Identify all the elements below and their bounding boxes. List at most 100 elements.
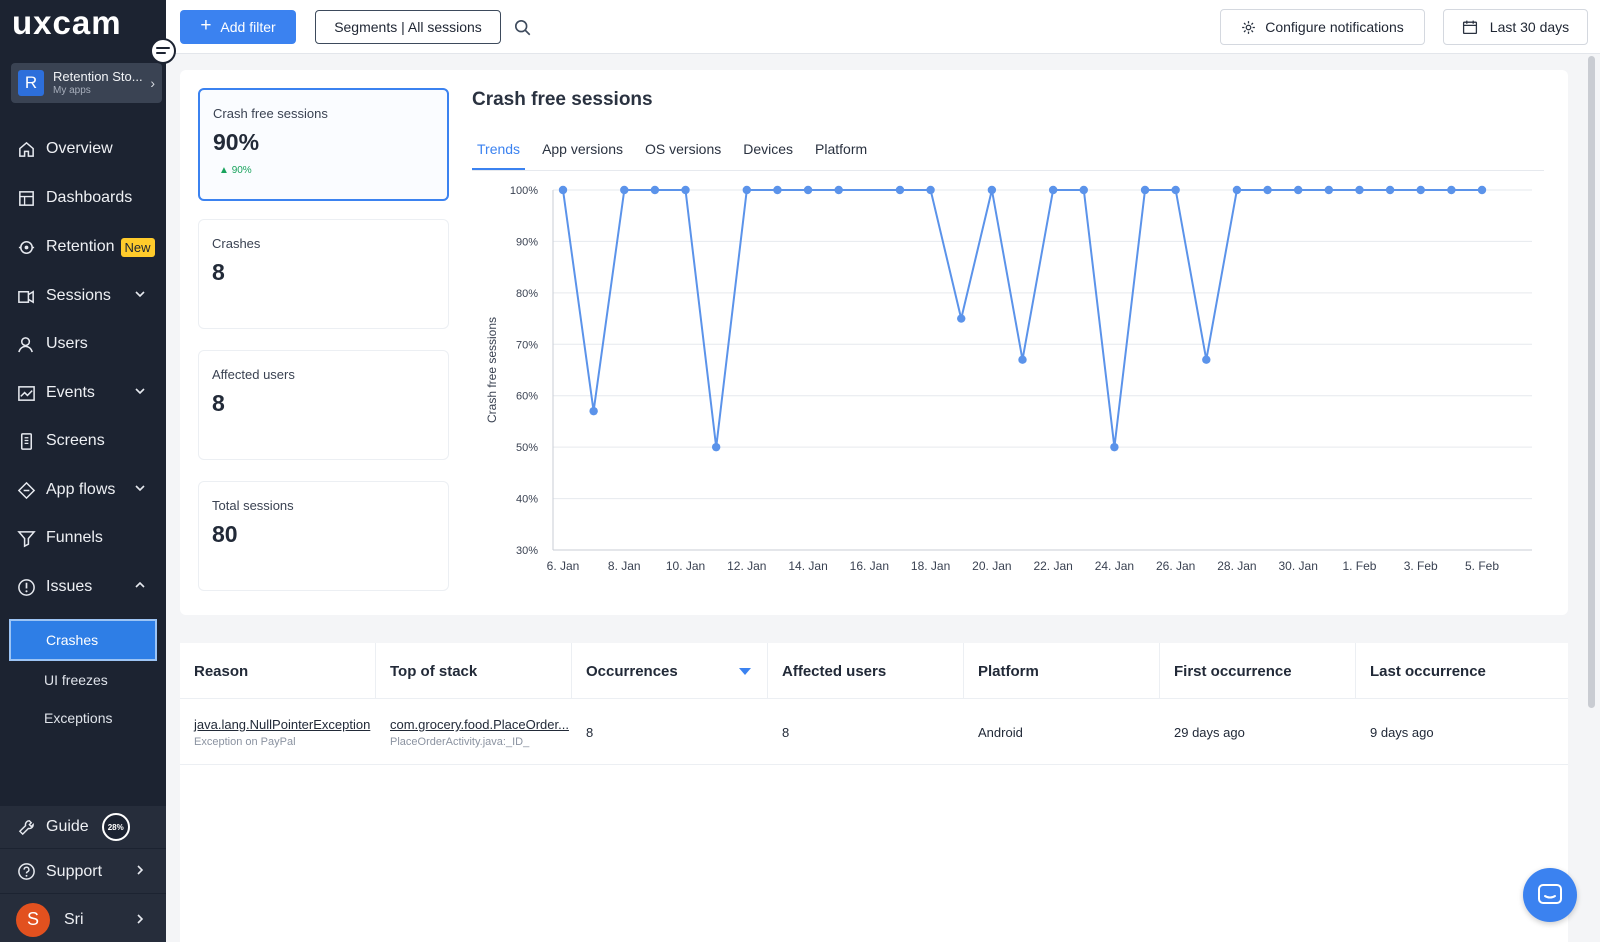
sidebar-item-issues[interactable]: Issues xyxy=(0,567,166,607)
sidebar-item-label: Dashboards xyxy=(46,189,133,206)
tab-platform[interactable]: Platform xyxy=(815,141,868,157)
column-header-reason[interactable]: Reason xyxy=(180,643,376,699)
sidebar-item-label: Support xyxy=(46,862,103,880)
sidebar-subitem-crashes[interactable]: Crashes xyxy=(9,619,157,661)
sidebar-item-user[interactable]: S Sri xyxy=(0,897,166,942)
sidebar-item-events[interactable]: Events xyxy=(0,373,166,413)
tab-app-versions[interactable]: App versions xyxy=(542,141,623,157)
stat-card-affected-users[interactable]: Affected users 8 xyxy=(198,350,449,460)
sidebar-item-funnels[interactable]: Funnels xyxy=(0,518,166,558)
home-icon xyxy=(19,141,34,157)
stat-value: 8 xyxy=(212,390,225,416)
data-point xyxy=(1140,185,1150,195)
sidebar-item-overview[interactable]: Overview xyxy=(0,129,166,169)
reason-link[interactable]: java.lang.NullPointerException xyxy=(194,717,371,732)
page-scrollbar[interactable] xyxy=(1588,56,1595,708)
sidebar-item-dashboards[interactable]: Dashboards xyxy=(0,178,166,218)
sidebar-item-app-flows[interactable]: App flows xyxy=(0,470,166,510)
tab-devices[interactable]: Devices xyxy=(743,141,794,157)
data-point xyxy=(589,406,598,416)
stat-card-crashes[interactable]: Crashes 8 xyxy=(198,219,449,329)
column-header-occurrences[interactable]: Occurrences xyxy=(572,643,768,699)
data-point xyxy=(803,185,813,195)
data-point xyxy=(1324,185,1334,195)
x-tick-label: 5. Feb xyxy=(1465,559,1499,573)
stat-label: Crashes xyxy=(212,236,261,251)
x-tick-label: 28. Jan xyxy=(1217,559,1256,573)
y-axis-label: Crash free sessions xyxy=(485,317,499,423)
x-tick-label: 30. Jan xyxy=(1279,559,1318,573)
cell-top-of-stack: com.grocery.food.PlaceOrder... PlaceOrde… xyxy=(376,700,572,765)
tab-os-versions[interactable]: OS versions xyxy=(645,141,722,157)
tab-trends[interactable]: Trends xyxy=(472,142,526,170)
x-tick-label: 20. Jan xyxy=(972,559,1011,573)
crashes-table: Reason Top of stack Occurrences Affected… xyxy=(180,643,1568,942)
segments-button[interactable]: Segments | All sessions xyxy=(315,10,501,44)
sidebar-subitem-exceptions[interactable]: Exceptions xyxy=(44,710,113,726)
column-header-first-occurrence[interactable]: First occurrence xyxy=(1160,643,1356,699)
data-point xyxy=(620,185,629,195)
sidebar-item-users[interactable]: Users xyxy=(0,324,166,364)
sidebar-item-support[interactable]: Support xyxy=(0,850,166,894)
x-tick-label: 12. Jan xyxy=(727,559,766,573)
date-range-picker[interactable]: Last 30 days xyxy=(1443,9,1588,45)
data-point xyxy=(1416,185,1425,195)
x-tick-label: 14. Jan xyxy=(788,559,827,573)
chart-title: Crash free sessions xyxy=(472,89,653,110)
y-tick-label: 100% xyxy=(510,185,538,197)
data-point xyxy=(1079,185,1088,195)
sidebar-subitem-ui-freezes[interactable]: UI freezes xyxy=(44,672,108,688)
plus-icon: + xyxy=(200,15,212,36)
stat-card-total-sessions[interactable]: Total sessions 80 xyxy=(198,481,449,591)
app-name: Retention Sto... xyxy=(53,70,143,85)
x-tick-label: 1. Feb xyxy=(1342,559,1376,573)
app-switcher[interactable]: R Retention Sto... My apps › xyxy=(11,63,162,103)
y-tick-label: 60% xyxy=(516,391,538,403)
collapse-sidebar-button[interactable] xyxy=(150,38,176,64)
uxcam-logo[interactable]: uxcam xyxy=(12,6,152,42)
stat-card-crash-free-sessions[interactable]: Crash free sessions 90% ▲ 90% xyxy=(198,88,449,201)
chat-icon xyxy=(1538,884,1562,904)
sidebar: uxcam R Retention Sto... My apps › Overv… xyxy=(0,0,176,942)
sidebar-item-label: Retention xyxy=(46,238,115,255)
sidebar-item-label: Overview xyxy=(46,140,113,157)
data-point xyxy=(1202,355,1211,364)
app-avatar: R xyxy=(18,70,44,96)
x-tick-label: 22. Jan xyxy=(1033,559,1072,573)
y-tick-label: 70% xyxy=(516,339,538,351)
sidebar-item-label: Guide xyxy=(46,818,89,835)
stat-value: 90% xyxy=(213,129,260,155)
stack-link[interactable]: com.grocery.food.PlaceOrder... xyxy=(390,717,569,732)
column-header-last-occurrence[interactable]: Last occurrence xyxy=(1370,662,1486,680)
chat-button[interactable] xyxy=(1523,868,1577,922)
sidebar-item-guide[interactable]: Guide 28% xyxy=(0,806,166,849)
data-point xyxy=(987,185,997,195)
search-icon[interactable] xyxy=(514,19,532,37)
date-range-label: Last 30 days xyxy=(1489,19,1570,35)
column-header-affected-users[interactable]: Affected users xyxy=(768,643,964,699)
column-header-label: Occurrences xyxy=(586,662,678,680)
x-tick-label: 24. Jan xyxy=(1095,559,1134,573)
x-tick-label: 26. Jan xyxy=(1156,559,1195,573)
sort-desc-icon[interactable] xyxy=(739,668,751,675)
column-header-top-of-stack[interactable]: Top of stack xyxy=(376,643,572,699)
sidebar-item-sessions[interactable]: Sessions xyxy=(0,276,166,316)
sidebar-item-screens[interactable]: Screens xyxy=(0,421,166,461)
logo-text: uxcam xyxy=(12,6,122,41)
sidebar-item-retention[interactable]: Retention New xyxy=(0,227,166,267)
configure-notifications-button[interactable]: Configure notifications xyxy=(1220,9,1425,45)
data-point xyxy=(1048,185,1058,195)
table-row[interactable]: java.lang.NullPointerException Exception… xyxy=(180,700,1568,765)
data-point xyxy=(1263,185,1272,195)
column-header-platform[interactable]: Platform xyxy=(964,643,1160,699)
table-header-row: Reason Top of stack Occurrences Affected… xyxy=(180,643,1568,699)
sidebar-item-label: Sessions xyxy=(46,287,111,304)
data-point xyxy=(681,185,690,195)
y-tick-label: 90% xyxy=(516,236,538,248)
x-tick-label: 18. Jan xyxy=(911,559,950,573)
sidebar-item-label: Screens xyxy=(46,432,105,449)
add-filter-button[interactable]: + Add filter xyxy=(180,10,296,44)
dashboard-icon xyxy=(19,190,34,206)
y-tick-label: 80% xyxy=(516,288,538,300)
stat-label: Affected users xyxy=(212,367,295,382)
